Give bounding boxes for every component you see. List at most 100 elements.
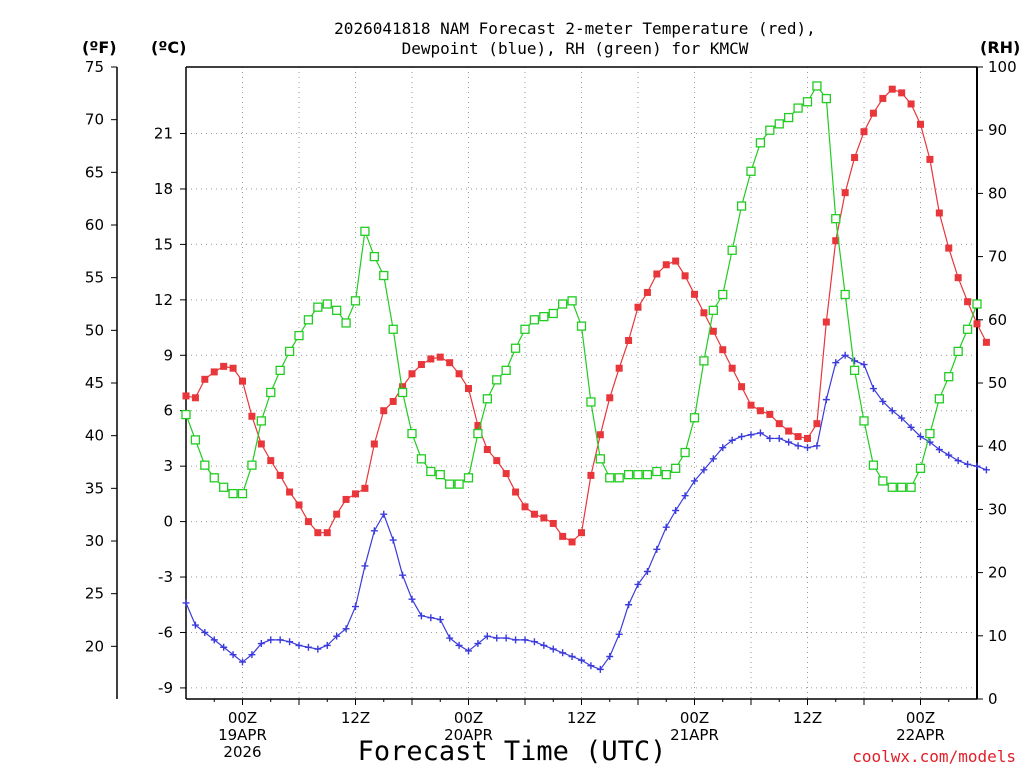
dewpoint-point <box>540 641 548 649</box>
rh-tick-label: 10 <box>988 627 1007 645</box>
rh-point <box>247 460 257 470</box>
temperature-point <box>982 338 990 346</box>
rh-point <box>906 482 916 492</box>
rh-point <box>633 469 643 480</box>
temperature-point <box>342 495 350 503</box>
rh-point <box>520 324 530 334</box>
dewpoint-point <box>653 545 661 553</box>
rh-tick-label: 80 <box>988 184 1007 202</box>
dewpoint-point <box>304 643 312 651</box>
dewpoint-point <box>559 649 567 657</box>
dewpoint-point <box>691 477 698 485</box>
unit-label-fahrenheit: (ºF) <box>82 38 117 57</box>
fahrenheit-tick-label: 25 <box>85 585 104 603</box>
temperature-point <box>248 412 256 420</box>
temperature-point <box>869 109 877 117</box>
temperature-point <box>182 392 190 400</box>
temperature-point <box>559 532 567 540</box>
rh-point <box>200 460 210 470</box>
dewpoint-point <box>530 638 538 646</box>
temperature-point <box>276 471 284 479</box>
dewpoint-point <box>766 434 774 442</box>
temperature-point <box>201 375 209 383</box>
dewpoint-point <box>370 527 378 535</box>
rh-point <box>284 346 295 357</box>
dewpoint-point <box>286 638 294 646</box>
rh-point <box>736 201 747 211</box>
rh-point <box>463 473 474 483</box>
rh-point <box>341 318 351 328</box>
rh-point <box>897 482 907 492</box>
fahrenheit-tick-label: 55 <box>85 269 104 287</box>
temperature-point <box>483 446 491 454</box>
rh-point <box>181 409 191 420</box>
rh-point <box>190 435 201 445</box>
rh-point <box>209 473 219 483</box>
rh-point <box>510 343 521 353</box>
temperature-point <box>389 397 397 405</box>
temperature-point <box>785 427 793 435</box>
dewpoint-point <box>851 357 859 365</box>
dewpoint-point <box>389 536 397 544</box>
x-tick-label: 12Z <box>567 709 596 727</box>
temperature-point <box>672 257 680 265</box>
temperature-point <box>860 128 868 136</box>
rh-point <box>303 315 314 325</box>
dewpoint-point <box>568 652 576 660</box>
rh-tick-label: 50 <box>988 374 1007 392</box>
dewpoint-point <box>709 455 717 463</box>
dewpoint-point <box>333 632 341 640</box>
rh-point <box>445 479 455 489</box>
temperature-point <box>747 401 755 409</box>
fahrenheit-tick-label: 65 <box>85 163 104 181</box>
celsius-tick-label: 9 <box>163 346 173 364</box>
rh-point <box>360 226 370 236</box>
rh-point <box>962 324 973 334</box>
rh-point <box>379 270 389 281</box>
x-tick-label: 00Z <box>454 709 483 727</box>
dewpoint-point <box>973 462 981 470</box>
x-tick-label: 2026 <box>223 743 261 761</box>
temperature-point <box>323 529 331 537</box>
rh-tick-label: 70 <box>988 248 1007 266</box>
rh-point <box>567 296 577 306</box>
celsius-tick-label: -9 <box>158 679 173 697</box>
temperature-point <box>973 320 981 328</box>
rh-point <box>576 321 587 331</box>
temperature-point <box>822 318 830 326</box>
unit-label-celsius: (ºC) <box>151 38 186 57</box>
temperature-point <box>841 189 849 197</box>
dewpoint-point <box>775 434 783 442</box>
grid-lines <box>186 67 977 699</box>
dewpoint-point <box>935 446 943 454</box>
rh-point <box>652 466 662 477</box>
rh-tick-label: 40 <box>988 437 1007 455</box>
rh-point <box>755 138 766 148</box>
rh-point <box>708 305 718 315</box>
dewpoint-point <box>615 630 623 638</box>
temperature-point <box>220 362 228 370</box>
rh-point <box>332 305 342 315</box>
dewpoint-point <box>747 431 755 439</box>
rh-point <box>614 473 624 483</box>
rh-point <box>256 416 266 426</box>
temperature-point <box>898 89 906 97</box>
temperature-point <box>474 422 482 430</box>
dewpoint-point <box>512 636 520 644</box>
dewpoint-point <box>446 634 454 642</box>
dewpoint-point <box>352 603 359 611</box>
rh-point <box>746 166 756 176</box>
rh-point <box>925 428 935 439</box>
rh-point <box>765 125 775 135</box>
fahrenheit-tick-label: 40 <box>85 427 104 445</box>
rh-tick-label: 0 <box>988 690 998 708</box>
temperature-point <box>578 529 585 537</box>
temperature-point <box>643 288 651 296</box>
rh-point <box>586 397 596 407</box>
rh-point <box>266 387 276 398</box>
x-tick-label: 21APR <box>670 726 719 744</box>
dewpoint-point <box>276 636 284 644</box>
celsius-tick-label: 6 <box>163 402 173 420</box>
temperature-point <box>587 471 595 479</box>
